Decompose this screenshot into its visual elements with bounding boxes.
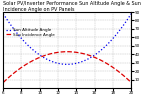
Text: Solar PV/Inverter Performance Sun Altitude Angle & Sun Incidence Angle on PV Pan: Solar PV/Inverter Performance Sun Altitu… xyxy=(3,1,141,12)
Legend: Sun Altitude Angle, Sun Incidence Angle: Sun Altitude Angle, Sun Incidence Angle xyxy=(5,28,55,37)
